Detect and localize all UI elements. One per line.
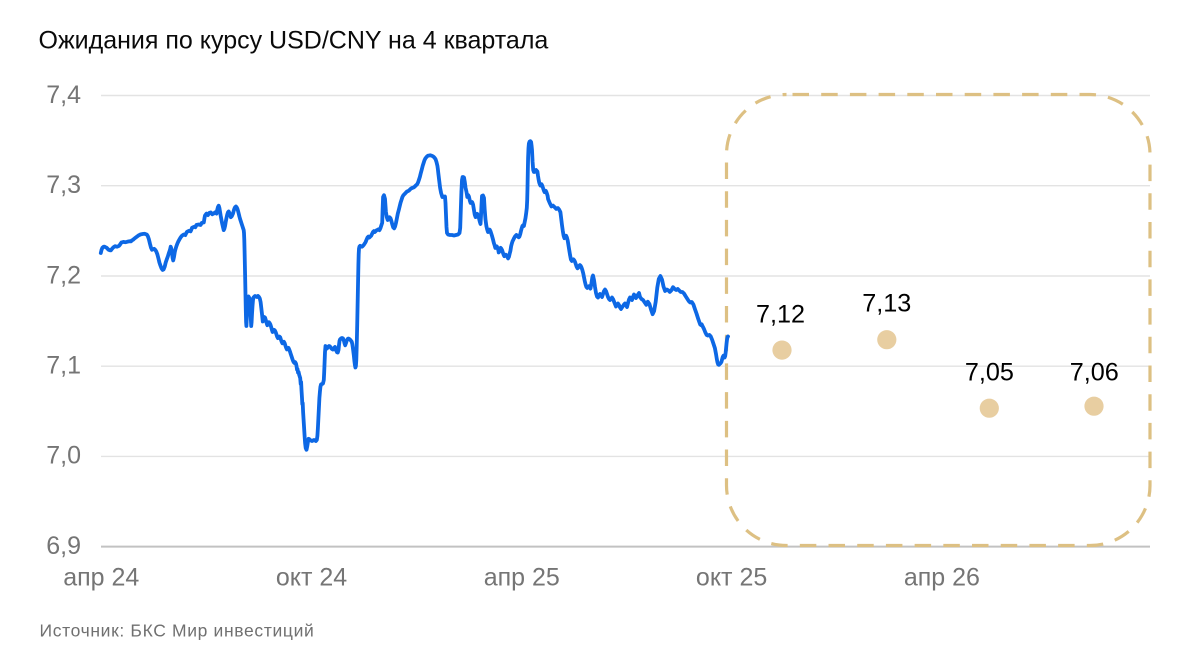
svg-text:апр 24: апр 24 <box>63 563 139 591</box>
svg-text:7,05: 7,05 <box>965 358 1014 386</box>
svg-text:6,9: 6,9 <box>46 532 81 560</box>
svg-text:Ожидания по курсу USD/CNY на 4: Ожидания по курсу USD/CNY на 4 квартала <box>39 27 549 55</box>
svg-text:7,13: 7,13 <box>862 290 911 318</box>
svg-text:7,12: 7,12 <box>756 301 805 329</box>
svg-text:окт 25: окт 25 <box>696 563 767 591</box>
svg-text:апр 26: апр 26 <box>904 563 980 591</box>
svg-text:7,06: 7,06 <box>1070 358 1119 386</box>
svg-text:7,3: 7,3 <box>46 171 81 199</box>
svg-text:апр 25: апр 25 <box>484 563 560 591</box>
svg-text:7,2: 7,2 <box>46 261 81 289</box>
svg-text:7,4: 7,4 <box>46 81 81 109</box>
svg-text:окт 24: окт 24 <box>276 563 347 591</box>
svg-text:7,0: 7,0 <box>46 442 81 470</box>
svg-text:Источник: БКС Мир инвестиций: Источник: БКС Мир инвестиций <box>40 621 315 641</box>
svg-text:7,1: 7,1 <box>46 352 81 380</box>
